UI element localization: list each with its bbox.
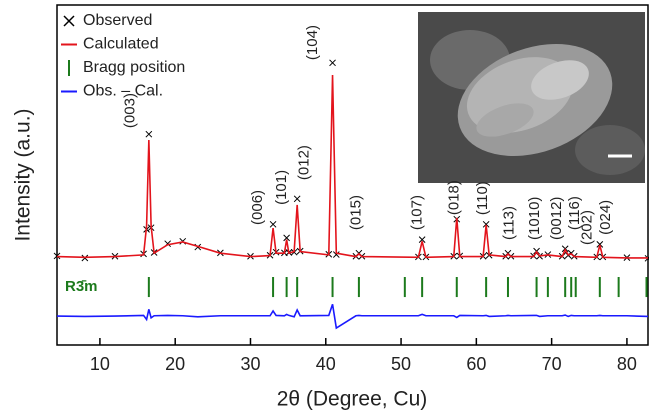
peak-label: (003) (122, 93, 139, 128)
inset-image (418, 12, 645, 183)
peak-label: (1010) (526, 197, 543, 240)
phase-label: R3̄m (65, 278, 98, 295)
x-tick-label: 50 (391, 354, 411, 374)
observed-point (332, 251, 340, 258)
x-tick-label: 80 (617, 354, 637, 374)
legend-label: Observed (83, 12, 152, 29)
peak-label: (107) (409, 195, 426, 230)
observed-point (329, 59, 336, 67)
observed-point (418, 236, 426, 243)
x-axis-label: 2θ (Degree, Cu) (277, 388, 428, 411)
series-line (56, 75, 648, 259)
x-tick-label: 60 (466, 354, 486, 374)
observed-point (53, 252, 61, 260)
legend-label: Calculated (83, 36, 159, 53)
peak-label: (116) (566, 196, 583, 230)
x-tick-label: 70 (542, 354, 562, 374)
peak-label: (104) (304, 25, 321, 60)
legend-label: Bragg position (83, 59, 185, 76)
legend-label: Obs. – Cal. (83, 83, 163, 100)
series-line (56, 303, 649, 330)
peak-label: (018) (445, 180, 462, 215)
x-tick-label: 10 (90, 354, 110, 374)
observed-point (596, 241, 604, 248)
x-tick-label: 40 (316, 354, 336, 374)
peak-label: (006) (249, 190, 266, 225)
observed-point (283, 234, 290, 242)
observed-point (269, 220, 277, 228)
peak-label: (015) (348, 195, 365, 230)
x-tick-label: 30 (240, 354, 260, 374)
peak-label: (110) (474, 181, 491, 215)
observed-point (293, 195, 301, 203)
peak-label: (012) (296, 145, 313, 180)
peak-label: (202) (579, 210, 596, 245)
peak-label: (0012) (548, 197, 565, 240)
peak-label: (024) (597, 200, 614, 235)
observed-point (145, 130, 153, 138)
plot-frame (56, 4, 649, 346)
y-axis-label: Intensity (a.u.) (12, 108, 35, 241)
x-tick-label: 20 (165, 354, 185, 374)
legend-symbol (63, 15, 75, 27)
observed-point (482, 220, 490, 228)
peak-label: (113) (500, 206, 517, 240)
peak-label: (101) (273, 170, 290, 205)
